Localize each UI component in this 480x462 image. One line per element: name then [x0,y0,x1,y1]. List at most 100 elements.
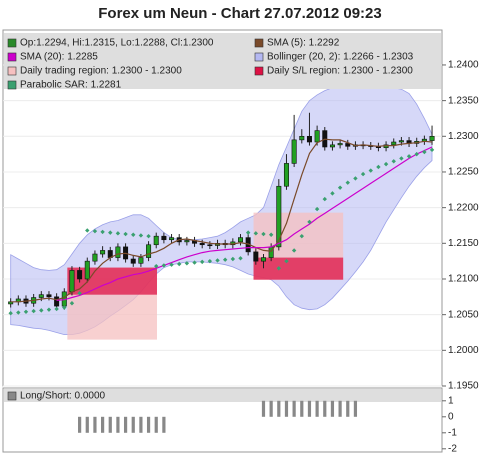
sar-dot [199,259,205,265]
candle-body [153,235,159,246]
sar-dot [92,228,98,234]
sar-dot [261,231,266,237]
sar-dot [230,256,236,262]
sar-dot [314,206,320,212]
legend-swatch [7,38,17,48]
bar [315,400,319,417]
y-tick-label: 1.2100 [448,274,479,285]
sar-dot [291,248,297,253]
y-tick-label: 1.2250 [448,167,479,178]
candle-body [161,235,167,241]
sar-dot [46,307,52,312]
sar-dot [77,291,82,296]
sar-dot [161,263,167,268]
bar [353,400,358,417]
bar [123,416,128,433]
bar [93,416,97,433]
candle-body [253,251,259,262]
candle-body [199,243,205,246]
sar-dot [222,257,228,262]
bar [139,416,143,433]
sar-dot [429,147,435,153]
sar-dot [245,230,251,235]
sar-dot [146,233,151,239]
bar [116,416,120,433]
bar [323,400,327,417]
sar-dot [353,176,358,181]
sar-dot [322,196,327,202]
indicator-line [56,146,433,301]
candle-body [138,257,144,264]
candle-body [299,136,305,141]
legend-swatch [7,66,17,76]
indicator-line [10,138,433,303]
sar-dot [184,261,190,266]
legend-swatch [7,52,17,62]
legend-label: Bollinger (20, 2): 1.2266 - 1.2303 [267,52,414,63]
lower-plot: Long/Short: 0.0000 -2 -1 0 1 [4,389,457,454]
candle-body [69,270,75,293]
sar-dot [368,168,373,173]
sar-dot [284,258,289,264]
sar-dot [268,232,274,237]
candle-body [207,244,213,247]
legend-swatch [7,391,17,401]
y-tick-label: 1.2200 [448,202,479,213]
sar-dot [62,305,67,310]
candle-body [429,136,435,141]
bar [146,416,151,433]
sar-dot [276,266,282,271]
plot-area: 1.1950 1.2000 1.2050 1.2100 1.2150 1.2200 1.22… [3,33,479,392]
candle-body [291,139,297,164]
bar [307,400,312,417]
sar-dot [337,185,343,190]
bar [85,416,89,433]
bar [261,400,266,417]
bar [269,400,273,417]
candle-body [306,136,312,143]
bar [346,400,350,417]
legend-swatch [254,66,264,76]
sar-dot [123,231,128,237]
candle-body [84,260,90,280]
candle-body [398,140,404,143]
sar-dot [391,159,396,164]
bar [100,416,105,433]
y-tick-label: 1.2400 [448,60,479,71]
label-band [4,389,441,402]
sar-dot [177,261,182,267]
y-tick-label: 1.2350 [448,95,479,106]
sar-dot [85,228,90,233]
candle-body [77,270,83,280]
candle-body [276,185,282,248]
bar [338,400,342,417]
y-tick-label: -2 [448,443,457,454]
sar-dot [376,164,381,170]
sar-dot [54,306,59,312]
bar [78,416,82,433]
sar-dot [253,231,259,236]
candle-body [391,141,397,146]
y-tick-label: 0 [448,411,454,422]
sar-dot [360,171,366,177]
sar-dot [154,263,159,269]
panel-title: Long/Short: 0.0000 [20,391,106,402]
bar [162,416,166,433]
sar-dot [238,256,243,261]
legend-label: Daily S/L region: 1.2300 - 1.2300 [267,66,413,77]
y-tick-label: -1 [448,427,457,438]
y-tick-label: 1.2050 [448,309,479,320]
sar-dot [169,262,174,267]
sar-dot [383,161,389,167]
candle-body [146,244,152,258]
region [253,257,344,280]
legend-label: Parabolic SAR: 1.2281 [20,80,122,91]
candle-body [238,237,244,243]
candle-body [54,296,60,307]
sar-dot [399,156,404,161]
bar [300,400,304,417]
sar-dot [31,308,36,314]
legend-label: Op:1.2294, Hi:1.2315, Lo:1.2288, Cl:1.23… [20,38,214,49]
sar-dot [215,258,220,263]
y-tick-label: 1.2300 [448,131,479,142]
